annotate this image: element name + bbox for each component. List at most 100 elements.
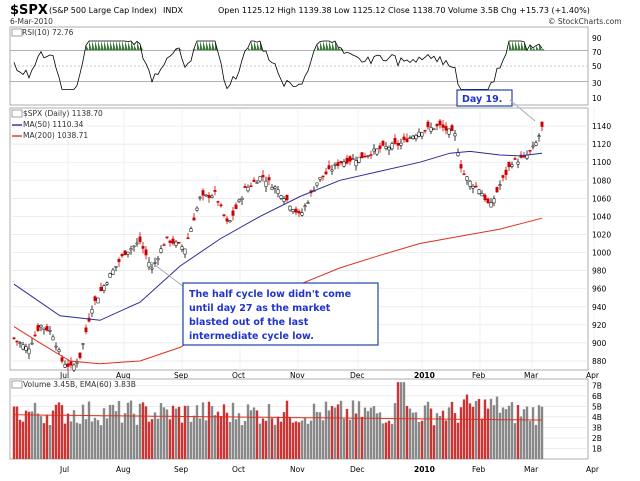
price-bar-body [321, 175, 325, 178]
price-bar-body [486, 198, 490, 204]
price-bar-body [417, 131, 421, 137]
price-bar-body [147, 262, 151, 268]
price-bar-body [465, 176, 469, 181]
price-bar-body [531, 145, 535, 148]
day19-text: Day 19. [462, 94, 502, 105]
volume-bar [171, 405, 175, 459]
price-tick: 1120 [592, 140, 611, 149]
volume-bar [354, 413, 358, 459]
volume-bar [123, 413, 127, 459]
volume-bar [462, 399, 466, 459]
price-tick: 1060 [592, 194, 611, 203]
volume-bar [504, 409, 508, 459]
month-label: Aug [116, 371, 131, 380]
price-bar-body [252, 179, 256, 182]
volume-bar [471, 406, 475, 459]
volume-bar [429, 408, 433, 459]
price-tick: 980 [592, 267, 607, 276]
price-bar-body [336, 162, 340, 166]
volume-bar [297, 422, 301, 459]
volume-bar [252, 407, 256, 459]
volume-bar [501, 407, 505, 459]
volume-bar [81, 404, 85, 459]
price-bar-body [57, 349, 61, 352]
volume-bar [165, 409, 169, 459]
price-bar-body [351, 158, 355, 160]
volume-bar [261, 418, 265, 459]
price-bar-body [501, 175, 505, 178]
price-bar-body [522, 155, 526, 158]
price-bar-body [447, 128, 451, 135]
price-bar-body [315, 182, 319, 186]
price-bar-body [414, 134, 418, 140]
volume-bar [345, 408, 349, 459]
month-label: Sep [174, 371, 188, 380]
month-label: Feb [472, 465, 486, 474]
price-bar-body [456, 152, 460, 157]
price-legend: $SPX (Daily) 1138.70 MA(50) 1110.34 MA(2… [11, 109, 103, 140]
price-bar-body [510, 164, 514, 167]
price-bar-body [330, 169, 334, 172]
volume-label: Volume 3.45B, EMA(60) 3.83B [23, 380, 136, 389]
volume-bar [150, 419, 154, 459]
price-bar-body [267, 177, 271, 181]
volume-bar [456, 422, 460, 459]
price-bar-body [507, 161, 511, 168]
price-bar-body [360, 152, 364, 159]
volume-bar [228, 421, 232, 459]
month-label: Apr [586, 465, 600, 474]
volume-bar [201, 402, 205, 459]
price-bar-body [126, 251, 130, 255]
volume-bar [78, 423, 82, 459]
volume-bar [528, 420, 532, 459]
price-bar-body [204, 194, 208, 197]
volume-bar [21, 421, 25, 459]
price-bar-body [516, 161, 520, 165]
volume-bar [213, 415, 217, 459]
volume-bar [15, 406, 19, 459]
price-bar-body [357, 156, 361, 163]
volume-bar [108, 404, 112, 459]
price-bar-body [201, 190, 205, 196]
price-bar-body [369, 154, 373, 156]
volume-bar [120, 422, 124, 459]
price-bar-body [144, 249, 148, 256]
volume-bar [102, 408, 106, 459]
price-bar-body [84, 327, 88, 333]
volume-bar [360, 416, 364, 459]
volume-bar [264, 420, 268, 459]
price-bar-body [462, 173, 466, 175]
volume-bar [168, 419, 172, 459]
price-bar-body [186, 237, 190, 240]
volume-bar [72, 410, 76, 459]
price-bar-body [477, 189, 481, 195]
volume-bar [225, 412, 229, 459]
price-bar-body [36, 325, 40, 331]
price-bar-body [459, 164, 463, 169]
price-bar-body [138, 236, 142, 243]
volume-bar [288, 418, 292, 459]
volume-bar [420, 420, 424, 459]
price-bar-body [270, 187, 274, 190]
quote-line: Open 1125.12 High 1139.38 Low 1125.12 Cl… [218, 6, 590, 15]
month-label: 2010 [414, 465, 435, 474]
price-bar-body [165, 236, 169, 239]
volume-bar [534, 424, 538, 459]
volume-bar [411, 412, 415, 459]
price-bar-body [123, 250, 127, 256]
volume-bar [423, 405, 427, 459]
price-bar-body [303, 205, 307, 208]
price-bar-body [306, 202, 310, 204]
price-bar-body [288, 205, 292, 211]
price-bar-body [489, 202, 493, 208]
price-bar-body [324, 171, 328, 175]
volume-label-box: Volume 3.45B, EMA(60) 3.83B [11, 380, 136, 389]
volume-bar [144, 406, 148, 459]
volume-bar [54, 404, 58, 459]
volume-bar [147, 421, 151, 459]
cycle-note-line: blasted out of the last [189, 317, 309, 328]
price-bar-body [102, 285, 106, 291]
volume-bar [51, 410, 55, 459]
volume-bar [222, 404, 226, 459]
